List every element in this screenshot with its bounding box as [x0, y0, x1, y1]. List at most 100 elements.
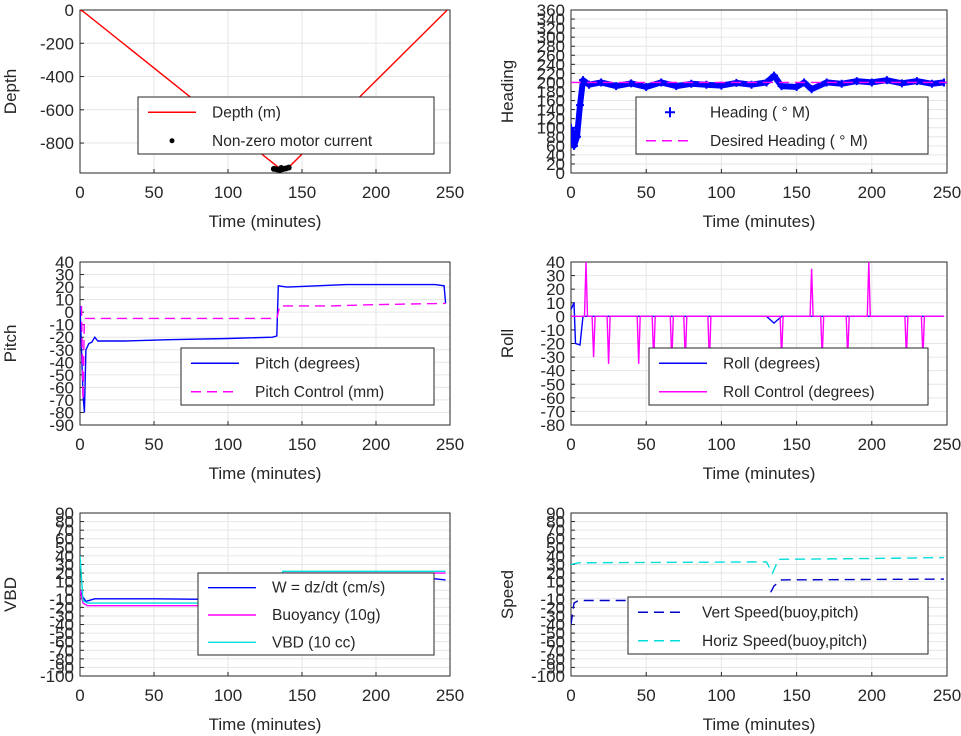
- y-tick-label: -10: [540, 590, 565, 609]
- y-tick-label: -30: [540, 348, 565, 367]
- axes-box: [79, 261, 451, 426]
- legend-box: [197, 572, 435, 656]
- y-tick-label: 160: [537, 92, 565, 111]
- x-tick-label: 50: [637, 183, 656, 202]
- x-tick-label: 250: [933, 183, 961, 202]
- x-tick-label: 0: [566, 183, 575, 202]
- y-tick-label: 40: [546, 253, 565, 272]
- legend-box: [180, 347, 435, 406]
- data-point: [770, 71, 779, 80]
- y-tick-label: -20: [540, 598, 565, 617]
- data-point: [867, 78, 876, 87]
- x-axis-label: Time (minutes): [703, 464, 816, 483]
- data-point: [573, 132, 582, 141]
- data-point: [882, 76, 891, 85]
- y-tick-label: 20: [55, 278, 74, 297]
- y-tick-label: -60: [49, 378, 74, 397]
- y-tick-label: -100: [531, 667, 565, 686]
- y-tick-label: 90: [546, 504, 565, 523]
- x-tick-label: 100: [214, 183, 242, 202]
- y-tick-label: 0: [65, 1, 74, 20]
- y-tick-label: 0: [556, 581, 565, 600]
- x-tick-label: 150: [288, 435, 316, 454]
- y-tick-label: 10: [546, 294, 565, 313]
- y-tick-label: 10: [55, 291, 74, 310]
- y-axis-label: Speed: [498, 570, 517, 619]
- x-tick-label: 150: [288, 686, 316, 705]
- chart-pitch: 0 50 100 150 200 250403020100-10-20-30-40-50-…: [1, 253, 464, 483]
- y-tick-label: -20: [49, 598, 74, 617]
- data-point: [852, 77, 861, 86]
- series-group: [571, 71, 947, 150]
- y-tick-label: -20: [540, 335, 565, 354]
- y-tick-label: 360: [537, 1, 565, 20]
- chart-depth: 0 50 100 150 200 250 0 -200 -400 -600 -800 Time (mi…: [1, 1, 464, 231]
- x-tick-label: 0: [75, 686, 84, 705]
- data-point: [672, 82, 681, 91]
- y-tick-label: 320: [537, 19, 565, 38]
- y-tick-label: -600: [40, 101, 74, 120]
- y-tick-label: 240: [537, 55, 565, 74]
- x-tick-label: 50: [145, 435, 164, 454]
- y-tick-label: 70: [546, 521, 565, 540]
- y-tick-label: 10: [546, 573, 565, 592]
- y-tick-label: -10: [540, 321, 565, 340]
- y-tick-label: 100: [537, 119, 565, 138]
- data-point: [897, 79, 906, 88]
- x-axis-label: Time (minutes): [703, 212, 816, 231]
- y-tick-label: -10: [49, 316, 74, 335]
- data-point: [687, 79, 696, 88]
- legend-label: Horiz Speed(buoy,pitch): [702, 633, 867, 650]
- data-point: [576, 101, 585, 110]
- data-point: [912, 77, 921, 86]
- y-tick-label: -50: [49, 366, 74, 385]
- y-tick-label: 0: [556, 164, 565, 183]
- y-tick-label: 60: [546, 137, 565, 156]
- y-tick-label: -60: [540, 389, 565, 408]
- x-tick-label: 250: [436, 183, 464, 202]
- legend: Vert Speed(buoy,pitch) Horiz Speed(buoy,p…: [627, 596, 929, 655]
- legend-box: [648, 347, 929, 406]
- y-tick-label: 20: [55, 564, 74, 583]
- x-tick-label: 200: [362, 183, 390, 202]
- y-tick-label: 70: [55, 521, 74, 540]
- legend-box: [137, 96, 435, 155]
- y-axis-label: Heading: [498, 60, 517, 123]
- x-tick-label: 150: [782, 686, 810, 705]
- y-tick-label: 220: [537, 64, 565, 83]
- y-tick-label: -80: [49, 650, 74, 669]
- y-tick-label: -80: [540, 416, 565, 435]
- y-tick-label: -40: [49, 353, 74, 372]
- legend-label: VBD (10 cc): [272, 634, 356, 651]
- x-tick-label: 50: [145, 686, 164, 705]
- x-tick-label: 100: [214, 435, 242, 454]
- y-tick-label: -70: [49, 391, 74, 410]
- y-axis-label: Depth: [1, 69, 20, 114]
- x-tick-label: 0: [75, 183, 84, 202]
- data-point: [285, 164, 292, 171]
- y-axis-label: Pitch: [1, 325, 20, 363]
- data-point: [792, 82, 801, 91]
- x-tick-label: 0: [75, 435, 84, 454]
- y-tick-label: -80: [49, 403, 74, 422]
- y-tick-label: 0: [65, 581, 74, 600]
- legend-label: Heading ( ° M): [710, 104, 810, 121]
- y-tick-label: 10: [55, 573, 74, 592]
- y-tick-label: 20: [546, 280, 565, 299]
- legend-label: W = dz/dt (cm/s): [272, 580, 385, 597]
- y-tick-label: -30: [49, 341, 74, 360]
- axes-box: [79, 512, 451, 677]
- y-tick-label: 300: [537, 28, 565, 47]
- data-point: [579, 76, 588, 85]
- y-tick-label: -70: [49, 641, 74, 660]
- y-tick-label: -10: [49, 590, 74, 609]
- chart-heading: 0 50 100 150 200 2500204060801001201401601802…: [498, 1, 961, 231]
- y-tick-label: 60: [55, 530, 74, 549]
- x-tick-label: 150: [782, 435, 810, 454]
- y-tick-label: 120: [537, 110, 565, 129]
- y-tick-label: -90: [49, 658, 74, 677]
- series-line: [571, 556, 945, 575]
- x-tick-label: 250: [933, 686, 961, 705]
- x-tick-label: 200: [858, 435, 886, 454]
- series-group: [80, 283, 447, 413]
